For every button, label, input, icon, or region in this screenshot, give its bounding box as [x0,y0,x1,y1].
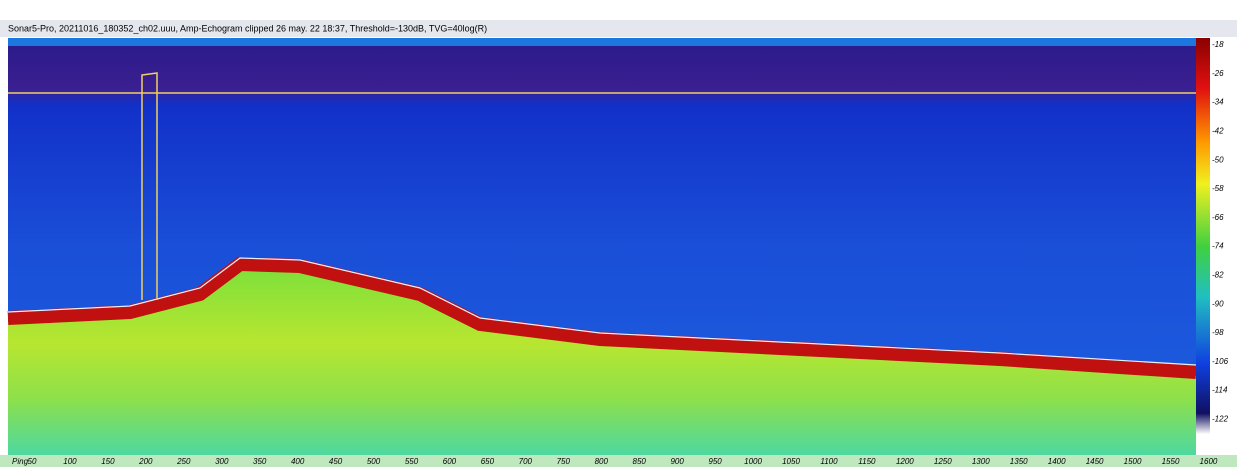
scale-label: -122 [1212,415,1229,424]
x-tick-label: 1350 [1010,457,1028,466]
x-tick-label: 950 [708,457,722,466]
scale-label: -66 [1212,213,1224,222]
x-tick-label: 200 [138,457,153,466]
x-tick-label: 700 [519,457,533,466]
x-tick-label: 500 [367,457,381,466]
title-bar [0,20,1237,37]
x-tick-label: 550 [405,457,419,466]
x-tick-label: 1450 [1086,457,1104,466]
scale-label: -74 [1212,242,1224,251]
x-tick-label: 100 [63,457,77,466]
x-tick-label: 1300 [972,457,990,466]
x-tick-label: 1150 [858,457,876,466]
x-axis-bar [0,455,1237,467]
x-tick-label: 1100 [820,457,838,466]
surface-band [8,38,1196,46]
x-tick-label: 800 [595,457,609,466]
scale-label: -58 [1212,184,1224,193]
scale-label: -42 [1212,127,1224,136]
x-tick-label: 750 [557,457,571,466]
scale-label: -34 [1212,98,1224,107]
bottom-echo [7,256,1197,379]
scale-label: -98 [1212,328,1224,337]
x-tick-label: 600 [443,457,457,466]
scale-label: -18 [1212,40,1224,49]
scale-label: -26 [1212,69,1224,78]
x-tick-label: 1600 [1200,457,1218,466]
x-tick-label: 450 [329,457,343,466]
scale-label: -82 [1212,271,1224,280]
x-tick-label: 1050 [782,457,800,466]
scale-label: -106 [1212,357,1229,366]
x-tick-label: 400 [291,457,305,466]
x-tick-label: 850 [633,457,647,466]
x-axis-label: Ping [12,457,29,466]
x-tick-label: 150 [101,457,115,466]
x-tick-label: 1200 [896,457,914,466]
x-tick-label: 1550 [1162,457,1180,466]
selection-box[interactable] [141,72,158,300]
color-scale [1196,38,1210,455]
window-title: Sonar5-Pro, 20211016_180352_ch02.uuu, Am… [8,23,487,33]
x-tick-label: 900 [670,457,684,466]
x-tick-label: 1500 [1124,457,1142,466]
scale-label: -90 [1212,299,1224,308]
top-margin [0,0,1237,20]
x-tick-label: 1400 [1048,457,1066,466]
x-tick-label: 1250 [934,457,952,466]
x-tick-label: 1000 [744,457,762,466]
seabed [8,268,1196,455]
scale-labels [1210,38,1237,455]
scale-label: -50 [1212,155,1224,164]
x-tick-label: 350 [253,457,267,466]
x-tick-label: 250 [176,457,191,466]
scale-label: -114 [1212,386,1228,395]
x-tick-label: 300 [215,457,229,466]
bottom-line [7,257,1197,366]
x-tick-label: 650 [481,457,495,466]
x-tick-label: 50 [28,457,37,466]
